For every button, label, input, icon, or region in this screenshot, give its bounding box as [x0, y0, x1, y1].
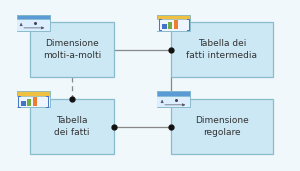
- Text: Tabella dei
fatti intermedia: Tabella dei fatti intermedia: [187, 39, 257, 60]
- FancyBboxPatch shape: [171, 22, 273, 77]
- Text: Dimensione
molti-a-molti: Dimensione molti-a-molti: [43, 39, 101, 60]
- FancyBboxPatch shape: [158, 91, 190, 96]
- FancyBboxPatch shape: [22, 101, 26, 106]
- FancyBboxPatch shape: [33, 97, 37, 106]
- FancyBboxPatch shape: [16, 91, 50, 96]
- FancyBboxPatch shape: [16, 15, 50, 19]
- FancyBboxPatch shape: [162, 24, 167, 29]
- FancyBboxPatch shape: [158, 15, 190, 30]
- Text: Dimensione
regolare: Dimensione regolare: [195, 116, 249, 137]
- FancyBboxPatch shape: [27, 99, 32, 106]
- FancyBboxPatch shape: [30, 99, 114, 154]
- FancyBboxPatch shape: [30, 22, 114, 77]
- FancyBboxPatch shape: [158, 19, 190, 30]
- FancyBboxPatch shape: [16, 15, 50, 30]
- FancyBboxPatch shape: [16, 91, 50, 108]
- FancyBboxPatch shape: [174, 20, 178, 29]
- FancyBboxPatch shape: [158, 91, 190, 108]
- Text: Tabella
dei fatti: Tabella dei fatti: [54, 116, 90, 137]
- FancyBboxPatch shape: [168, 22, 172, 29]
- FancyBboxPatch shape: [171, 99, 273, 154]
- FancyBboxPatch shape: [16, 19, 50, 30]
- FancyBboxPatch shape: [16, 96, 50, 108]
- FancyBboxPatch shape: [158, 15, 190, 19]
- FancyBboxPatch shape: [158, 96, 190, 108]
